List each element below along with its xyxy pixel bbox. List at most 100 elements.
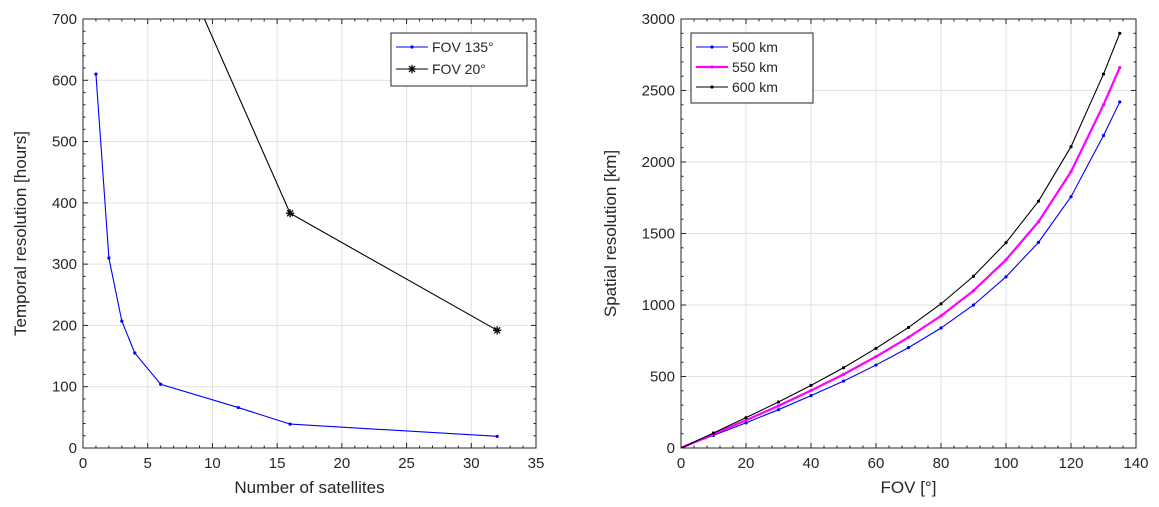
data-point [107, 256, 111, 260]
data-point [776, 400, 781, 404]
data-point [1118, 66, 1122, 70]
data-point [711, 431, 716, 435]
data-point [120, 319, 124, 323]
data-point [906, 325, 911, 330]
x-tick-label: 20 [738, 455, 755, 472]
data-point [776, 404, 781, 408]
data-point [1069, 170, 1073, 174]
legend: FOV 135° FOV 20° [390, 32, 528, 87]
data-point [1101, 133, 1106, 138]
data-point [1069, 195, 1073, 199]
data-point [1004, 258, 1008, 262]
legend-item: FOV 135° [396, 39, 494, 55]
axes-box [82, 18, 537, 449]
y-axis-label: Temporal resolution [hours] [11, 131, 30, 336]
data-point [971, 274, 976, 278]
y-tick-label: 1000 [642, 297, 675, 314]
data-point [744, 421, 748, 425]
data-point [874, 346, 878, 350]
data-point [874, 355, 878, 359]
series-line-0 [95, 74, 498, 437]
y-tick-label: 0 [69, 440, 77, 457]
data-point [809, 388, 813, 393]
data-point [288, 422, 292, 426]
data-point [1036, 220, 1041, 224]
data-point [1101, 72, 1106, 76]
temporal-resolution-chart: 0 5 10 15 20 25 30 35 0 100 200 300 400 500 600 700 Numb… [11, 11, 545, 497]
data-point [841, 372, 846, 376]
tick-marks [680, 18, 1137, 449]
y-tick-label: 100 [52, 379, 77, 396]
legend-label: 600 km [732, 79, 778, 95]
data-point [971, 303, 976, 307]
data-point [285, 209, 295, 218]
x-tick-label: 15 [269, 455, 286, 472]
x-tick-label: 100 [993, 455, 1018, 472]
y-tick-label: 0 [667, 440, 675, 457]
legend-item: FOV 20° [396, 61, 486, 77]
data-point [1004, 241, 1008, 245]
y-tick-label: 500 [52, 134, 77, 151]
legend-marker [710, 85, 714, 89]
legend-label: FOV 20° [432, 61, 486, 77]
data-point [874, 363, 878, 367]
x-tick-label: 0 [79, 455, 87, 472]
x-tick-label: 20 [334, 455, 351, 472]
legend-label: 550 km [732, 59, 778, 75]
legend-item: 500 km [696, 39, 778, 55]
y-tick-label: 1500 [642, 226, 675, 243]
data-point [939, 302, 943, 306]
y-tick-label: 300 [52, 256, 77, 273]
y-tick-label: 200 [52, 317, 77, 334]
data-point [809, 394, 813, 398]
y-tick-label: 600 [52, 72, 77, 89]
data-point [971, 289, 976, 293]
data-point [492, 326, 502, 335]
x-tick-label: 0 [677, 455, 685, 472]
y-axis-label: Spatial resolution [km] [601, 150, 620, 317]
x-axis-label: FOV [°] [881, 478, 937, 497]
x-tick-label: 40 [803, 455, 820, 472]
plot-area [83, 19, 536, 448]
data-point [776, 408, 781, 412]
legend-marker [410, 45, 414, 49]
x-tick-label: 120 [1058, 455, 1083, 472]
data-point [94, 72, 98, 76]
legend-marker [407, 64, 417, 74]
x-tick-label: 35 [528, 455, 545, 472]
legend-label: 500 km [732, 39, 778, 55]
data-point [906, 335, 911, 339]
data-point [1036, 199, 1041, 203]
series-group [681, 31, 1122, 448]
data-point [1101, 103, 1106, 107]
data-point [809, 383, 813, 387]
series-line-1 [203, 19, 498, 331]
x-tick-label: 140 [1123, 455, 1148, 472]
y-tick-label: 500 [650, 369, 675, 386]
data-point [133, 351, 137, 355]
data-point [236, 405, 240, 410]
y-tick-label: 2000 [642, 154, 675, 171]
data-point [159, 382, 163, 386]
data-point [1118, 31, 1122, 35]
data-point [906, 346, 911, 350]
y-tick-label: 2500 [642, 83, 675, 100]
x-tick-label: 5 [144, 455, 152, 472]
y-tick-label: 400 [52, 195, 77, 212]
data-point [495, 434, 499, 438]
data-point [939, 314, 943, 318]
x-tick-label: 10 [204, 455, 221, 472]
legend-box [390, 32, 528, 87]
legend-item: 550 km [696, 59, 778, 75]
series-group [94, 19, 502, 438]
data-point [1069, 145, 1073, 149]
data-point [1118, 100, 1122, 104]
data-point [841, 366, 846, 370]
x-tick-label: 60 [868, 455, 885, 472]
legend-marker [710, 65, 714, 69]
legend-item: 600 km [696, 79, 778, 95]
data-point [744, 416, 748, 420]
x-tick-label: 80 [933, 455, 950, 472]
legend-marker [710, 45, 714, 49]
